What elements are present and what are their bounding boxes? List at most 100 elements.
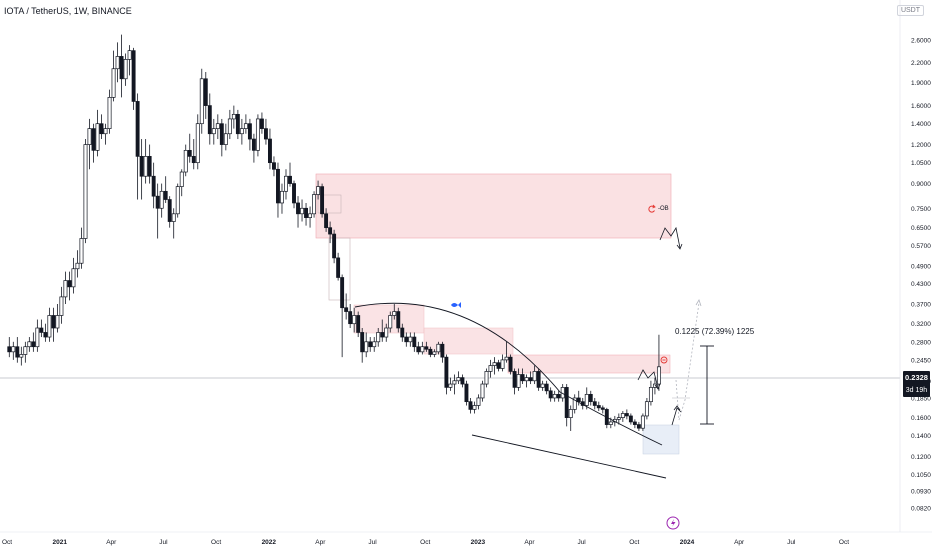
candle[interactable]: [292, 180, 296, 209]
candle[interactable]: [468, 397, 473, 414]
candle[interactable]: [171, 208, 176, 239]
drop-range-box[interactable]: [328, 237, 351, 301]
candle[interactable]: [336, 252, 341, 281]
candle[interactable]: [308, 206, 313, 228]
candle[interactable]: [95, 109, 100, 157]
candle[interactable]: [147, 144, 152, 184]
candle[interactable]: [312, 191, 317, 218]
candle[interactable]: [540, 380, 545, 391]
projected-path-upper[interactable]: [659, 226, 681, 249]
candle[interactable]: [400, 323, 405, 342]
rounding-top-curve[interactable]: [354, 302, 663, 446]
candle[interactable]: [280, 183, 284, 214]
fish-icon[interactable]: [451, 302, 461, 308]
candle[interactable]: [520, 368, 525, 385]
candle[interactable]: [380, 319, 385, 342]
bearish-order-block-zone[interactable]: [315, 173, 672, 239]
candle[interactable]: [231, 105, 236, 129]
candle[interactable]: [155, 183, 160, 239]
candle[interactable]: [360, 328, 365, 363]
candle[interactable]: [211, 118, 216, 145]
candle[interactable]: [187, 133, 192, 163]
candle[interactable]: [492, 357, 497, 375]
candle[interactable]: [51, 307, 56, 342]
candle[interactable]: [484, 368, 489, 388]
candle[interactable]: [448, 377, 453, 391]
candle[interactable]: [428, 346, 433, 358]
candle[interactable]: [31, 332, 36, 352]
candle[interactable]: [75, 250, 80, 278]
supply-zone-3[interactable]: [507, 354, 671, 374]
candle[interactable]: [23, 341, 28, 363]
candle[interactable]: [460, 374, 465, 388]
candle[interactable]: [316, 180, 321, 200]
candle[interactable]: [564, 384, 569, 427]
candle[interactable]: [159, 183, 164, 218]
candle[interactable]: [167, 196, 172, 228]
candle[interactable]: [39, 319, 44, 338]
candle[interactable]: [67, 271, 72, 301]
projected-path-lower[interactable]: [637, 369, 659, 389]
candle[interactable]: [572, 394, 577, 414]
candle[interactable]: [247, 118, 252, 151]
candle[interactable]: [340, 274, 345, 358]
candle[interactable]: [7, 337, 12, 358]
order-block-inner-box[interactable]: [317, 194, 342, 214]
candle[interactable]: [27, 337, 32, 352]
refresh-icon[interactable]: [648, 204, 656, 213]
candle[interactable]: [163, 176, 168, 203]
candle[interactable]: [388, 311, 393, 333]
candle[interactable]: [87, 118, 92, 170]
candle[interactable]: [255, 114, 260, 157]
candle[interactable]: [456, 371, 461, 385]
candle[interactable]: [408, 332, 413, 347]
candle[interactable]: [620, 411, 625, 422]
candle[interactable]: [344, 293, 349, 320]
candle[interactable]: [596, 401, 601, 412]
candle[interactable]: [328, 221, 333, 244]
candle[interactable]: [123, 53, 128, 86]
candle[interactable]: [640, 413, 645, 431]
candle[interactable]: [396, 307, 401, 333]
candle[interactable]: [412, 332, 417, 352]
candle[interactable]: [71, 257, 76, 294]
candle[interactable]: [143, 139, 148, 184]
descending-support-line[interactable]: [471, 434, 667, 479]
candle[interactable]: [91, 123, 96, 163]
candle[interactable]: [368, 337, 373, 352]
candle[interactable]: [648, 380, 653, 406]
candle[interactable]: [544, 380, 549, 395]
candle[interactable]: [552, 390, 557, 402]
candle[interactable]: [644, 397, 649, 420]
candle[interactable]: [584, 387, 589, 410]
candle[interactable]: [508, 354, 513, 375]
candle[interactable]: [47, 307, 52, 342]
candle[interactable]: [43, 323, 48, 342]
candle[interactable]: [119, 34, 124, 98]
candle[interactable]: [504, 341, 509, 363]
candle[interactable]: [215, 114, 220, 140]
candle[interactable]: [300, 199, 304, 222]
candle[interactable]: [632, 419, 637, 429]
small-up-arrow[interactable]: [671, 407, 682, 426]
candle[interactable]: [175, 183, 180, 218]
candle[interactable]: [288, 162, 292, 187]
candle[interactable]: [195, 114, 200, 170]
projected-move-right[interactable]: [675, 302, 700, 421]
candle[interactable]: [528, 371, 533, 385]
candle[interactable]: [472, 401, 477, 414]
candle[interactable]: [512, 368, 517, 395]
candle[interactable]: [376, 328, 381, 347]
candle[interactable]: [276, 162, 280, 218]
candle[interactable]: [268, 128, 272, 170]
candle[interactable]: [348, 304, 353, 329]
candle[interactable]: [259, 112, 264, 134]
price-axis[interactable]: 2.6000 2.2000 1.9000 1.6000 1.4000 1.2000 1.05…: [911, 37, 931, 512]
candle[interactable]: [239, 118, 244, 145]
candle[interactable]: [63, 271, 68, 305]
candle[interactable]: [352, 307, 357, 333]
candle[interactable]: [616, 413, 621, 425]
candle[interactable]: [524, 374, 529, 388]
candle[interactable]: [103, 123, 108, 145]
